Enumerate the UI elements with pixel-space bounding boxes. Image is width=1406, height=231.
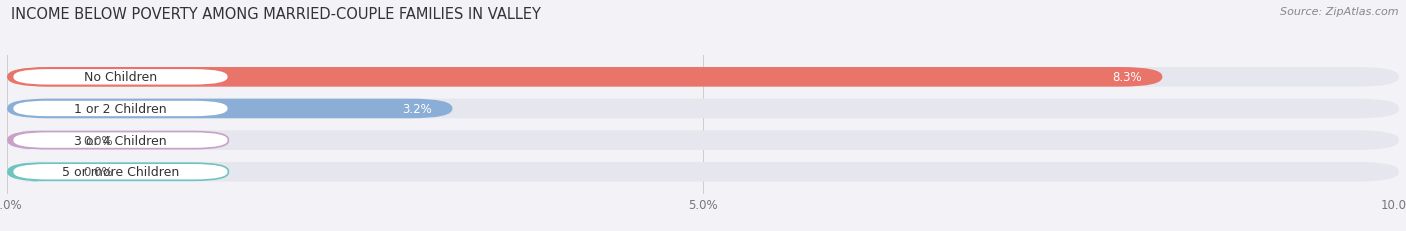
Text: 0.0%: 0.0%	[83, 166, 114, 179]
Text: 3.2%: 3.2%	[402, 103, 432, 116]
FancyBboxPatch shape	[7, 99, 453, 119]
FancyBboxPatch shape	[7, 131, 1399, 150]
FancyBboxPatch shape	[7, 99, 1399, 119]
FancyBboxPatch shape	[7, 162, 1399, 182]
FancyBboxPatch shape	[13, 69, 228, 86]
FancyBboxPatch shape	[7, 68, 1163, 87]
FancyBboxPatch shape	[7, 131, 63, 150]
FancyBboxPatch shape	[13, 100, 228, 118]
Text: Source: ZipAtlas.com: Source: ZipAtlas.com	[1281, 7, 1399, 17]
Text: 8.3%: 8.3%	[1112, 71, 1142, 84]
FancyBboxPatch shape	[13, 132, 228, 149]
Text: No Children: No Children	[84, 71, 157, 84]
Text: 1 or 2 Children: 1 or 2 Children	[75, 103, 167, 116]
FancyBboxPatch shape	[7, 68, 1399, 87]
Text: 3 or 4 Children: 3 or 4 Children	[75, 134, 167, 147]
Text: 5 or more Children: 5 or more Children	[62, 166, 179, 179]
FancyBboxPatch shape	[7, 162, 63, 182]
Text: 0.0%: 0.0%	[83, 134, 114, 147]
Text: INCOME BELOW POVERTY AMONG MARRIED-COUPLE FAMILIES IN VALLEY: INCOME BELOW POVERTY AMONG MARRIED-COUPL…	[11, 7, 541, 22]
FancyBboxPatch shape	[13, 164, 228, 180]
